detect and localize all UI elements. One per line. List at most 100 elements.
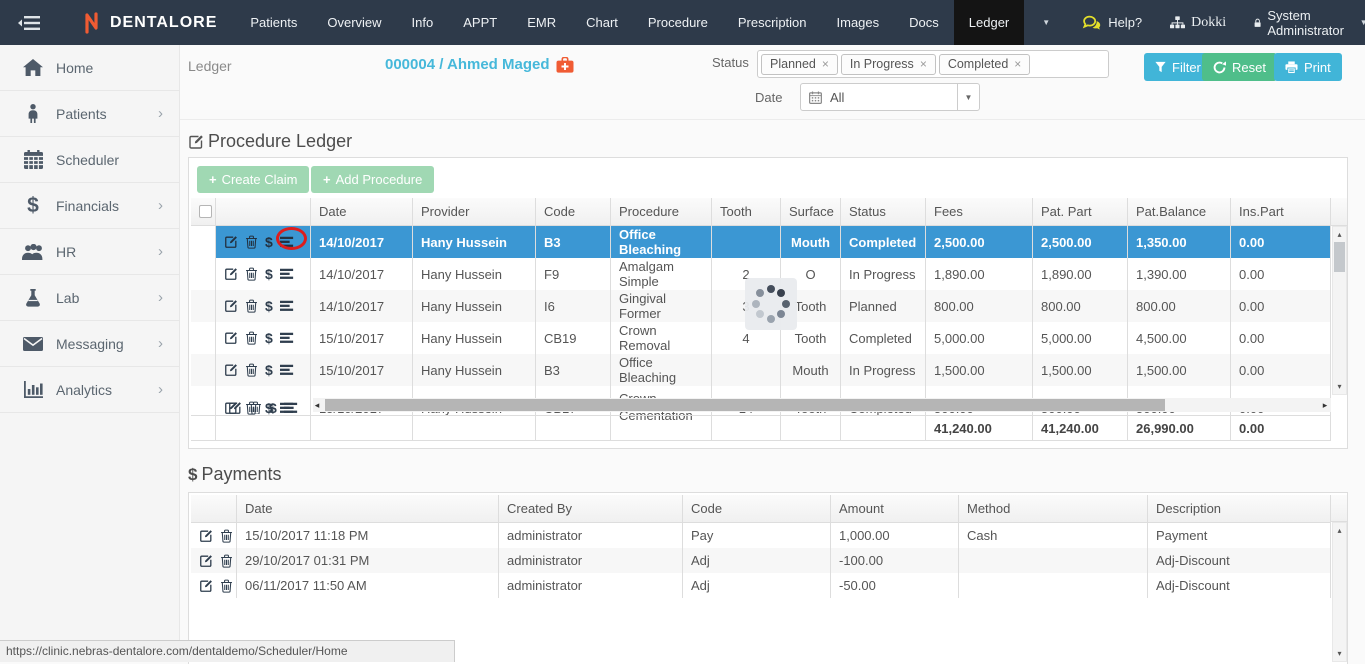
vertical-scrollbar-thumb[interactable] bbox=[1334, 242, 1345, 272]
header-cap bbox=[1331, 198, 1347, 226]
user-menu[interactable]: System Administrator ▼ bbox=[1240, 0, 1365, 45]
delete-icon[interactable] bbox=[220, 579, 233, 593]
cell-provider: Hany Hussein bbox=[413, 258, 536, 290]
sidebar-item-patients[interactable]: Patients › bbox=[0, 91, 179, 137]
nav-tab-prescription[interactable]: Prescription bbox=[723, 0, 822, 45]
status-filter-input[interactable]: Planned × In Progress × Completed × bbox=[757, 50, 1109, 78]
sidebar-item-hr[interactable]: HR › bbox=[0, 229, 179, 275]
edit-icon[interactable] bbox=[224, 267, 238, 281]
create-claim-button[interactable]: + Create Claim bbox=[197, 166, 309, 193]
nav-tab-ledger[interactable]: Ledger bbox=[954, 0, 1024, 45]
brand[interactable]: DENTALORE bbox=[56, 0, 235, 45]
sidebar-item-financials[interactable]: $ Financials › bbox=[0, 183, 179, 229]
date-caret-button[interactable]: ▼ bbox=[957, 84, 979, 110]
sidebar-item-home[interactable]: Home bbox=[0, 45, 179, 91]
ledger-lines-icon[interactable] bbox=[280, 268, 294, 280]
delete-icon[interactable] bbox=[249, 401, 262, 414]
nav-tab-emr[interactable]: EMR bbox=[512, 0, 571, 45]
nav-tab-info[interactable]: Info bbox=[397, 0, 449, 45]
location-menu[interactable]: Dokki bbox=[1156, 0, 1240, 45]
payment-icon[interactable]: $ bbox=[265, 234, 273, 250]
payment-icon[interactable]: $ bbox=[265, 330, 273, 346]
nav-tab-patients[interactable]: Patients bbox=[235, 0, 312, 45]
delete-icon[interactable] bbox=[220, 529, 233, 543]
nav-tab-appt[interactable]: APPT bbox=[448, 0, 512, 45]
payment-icon[interactable]: $ bbox=[265, 362, 273, 378]
status-tag-planned[interactable]: Planned × bbox=[761, 54, 838, 75]
edit-icon[interactable] bbox=[199, 554, 213, 568]
date-filter-select[interactable]: All ▼ bbox=[800, 83, 980, 111]
edit-icon[interactable] bbox=[199, 579, 213, 593]
sidebar-item-messaging[interactable]: Messaging › bbox=[0, 321, 179, 367]
nav-tab-chart[interactable]: Chart bbox=[571, 0, 633, 45]
print-button[interactable]: Print bbox=[1274, 53, 1342, 81]
scroll-up-icon[interactable]: ▴ bbox=[1333, 228, 1346, 241]
nav-tab-images[interactable]: Images bbox=[822, 0, 895, 45]
edit-icon[interactable] bbox=[224, 235, 238, 249]
nav-tab-procedure[interactable]: Procedure bbox=[633, 0, 723, 45]
delete-icon[interactable] bbox=[220, 554, 233, 568]
horizontal-scrollbar-thumb[interactable] bbox=[325, 399, 1165, 411]
row-select-cell bbox=[191, 258, 216, 290]
delete-icon[interactable] bbox=[245, 363, 258, 377]
scroll-down-icon[interactable]: ▾ bbox=[1333, 647, 1346, 660]
scroll-up-icon[interactable]: ▴ bbox=[1333, 524, 1346, 537]
cell-date: 15/10/2017 11:18 PM bbox=[237, 523, 499, 548]
totals-ins-part: 0.00 bbox=[1231, 416, 1331, 440]
help-label: Help? bbox=[1108, 15, 1142, 30]
ledger-lines-icon[interactable] bbox=[284, 402, 298, 414]
sidebar-item-analytics[interactable]: Analytics › bbox=[0, 367, 179, 413]
table-row[interactable]: $ 15/10/2017 Hany Hussein B3 Office Blea… bbox=[191, 354, 1331, 386]
edit-icon[interactable] bbox=[199, 529, 213, 543]
scroll-right-icon[interactable]: ▸ bbox=[1319, 398, 1331, 412]
delete-icon[interactable] bbox=[245, 235, 258, 249]
table-row[interactable]: $ 14/10/2017 Hany Hussein B3 Office Blea… bbox=[191, 226, 1331, 258]
cell-pat-balance: 4,500.00 bbox=[1128, 322, 1231, 354]
payment-icon[interactable]: $ bbox=[265, 266, 273, 282]
remove-tag-icon[interactable]: × bbox=[822, 57, 829, 71]
nav-tab-overview[interactable]: Overview bbox=[312, 0, 396, 45]
edit-icon[interactable] bbox=[224, 331, 238, 345]
status-tag-in-progress[interactable]: In Progress × bbox=[841, 54, 936, 75]
help-menu[interactable]: Help? bbox=[1068, 0, 1156, 45]
reset-button[interactable]: Reset bbox=[1202, 53, 1277, 81]
status-tag-completed[interactable]: Completed × bbox=[939, 54, 1030, 75]
nav-tab-docs[interactable]: Docs bbox=[894, 0, 954, 45]
cell-pat-part: 2,500.00 bbox=[1033, 226, 1128, 258]
cell-surface: Mouth bbox=[781, 354, 841, 386]
table-row[interactable]: 15/10/2017 11:18 PM administrator Pay 1,… bbox=[191, 523, 1331, 548]
add-procedure-button[interactable]: + Add Procedure bbox=[311, 166, 434, 193]
remove-tag-icon[interactable]: × bbox=[920, 57, 927, 71]
scroll-down-icon[interactable]: ▾ bbox=[1333, 380, 1346, 393]
sidebar-toggle-icon[interactable] bbox=[0, 0, 56, 45]
delete-icon[interactable] bbox=[245, 299, 258, 313]
table-row[interactable]: 29/10/2017 01:31 PM administrator Adj -1… bbox=[191, 548, 1331, 573]
sidebar-item-lab[interactable]: Lab › bbox=[0, 275, 179, 321]
patient-link[interactable]: 000004 / Ahmed Maged bbox=[385, 56, 574, 73]
payment-icon[interactable]: $ bbox=[269, 400, 277, 414]
table-row[interactable]: 06/11/2017 11:50 AM administrator Adj -5… bbox=[191, 573, 1331, 598]
select-all-checkbox[interactable] bbox=[199, 205, 212, 218]
payment-icon[interactable]: $ bbox=[265, 298, 273, 314]
cell-amount: -100.00 bbox=[831, 548, 959, 573]
vertical-scrollbar[interactable]: ▴ ▾ bbox=[1332, 226, 1347, 395]
location-label: Dokki bbox=[1191, 15, 1226, 31]
scroll-left-icon[interactable]: ◂ bbox=[311, 398, 323, 412]
remove-tag-icon[interactable]: × bbox=[1014, 57, 1021, 71]
vertical-scrollbar[interactable]: ▴ ▾ bbox=[1332, 522, 1347, 662]
sidebar-item-label: Scheduler bbox=[56, 152, 119, 168]
horizontal-scrollbar[interactable]: ◂ ▸ bbox=[313, 398, 1331, 412]
cell-pat-balance: 1,500.00 bbox=[1128, 354, 1231, 386]
main-content: Ledger 000004 / Ahmed Maged Status Plann… bbox=[180, 45, 1365, 662]
nav-more-caret-icon[interactable]: ▼ bbox=[1024, 0, 1068, 45]
ledger-lines-icon[interactable] bbox=[280, 300, 294, 312]
sidebar-item-scheduler[interactable]: Scheduler bbox=[0, 137, 179, 183]
edit-icon[interactable] bbox=[224, 363, 238, 377]
ledger-lines-icon[interactable] bbox=[280, 364, 294, 376]
delete-icon[interactable] bbox=[245, 267, 258, 281]
ledger-lines-icon[interactable] bbox=[280, 332, 294, 344]
edit-icon[interactable] bbox=[228, 401, 242, 414]
cell-ins-part: 0.00 bbox=[1231, 258, 1331, 290]
edit-icon[interactable] bbox=[224, 299, 238, 313]
delete-icon[interactable] bbox=[245, 331, 258, 345]
